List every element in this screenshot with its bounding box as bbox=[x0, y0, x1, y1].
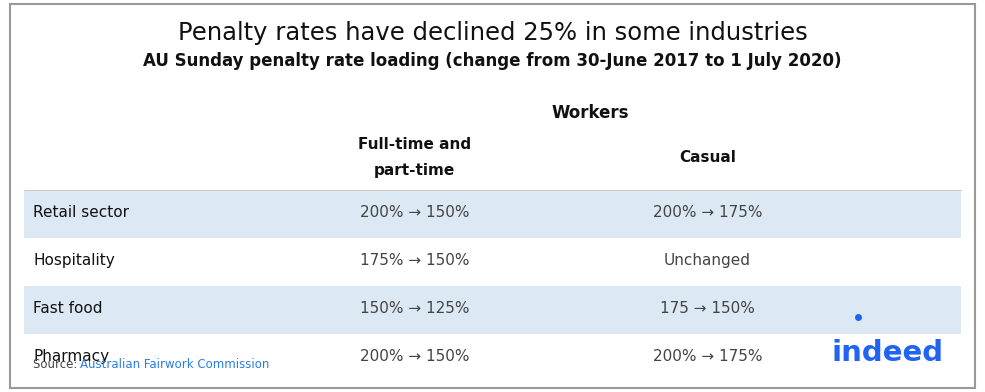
Text: Retail sector: Retail sector bbox=[33, 205, 129, 220]
Text: Pharmacy: Pharmacy bbox=[33, 348, 109, 364]
Text: 175 → 150%: 175 → 150% bbox=[660, 301, 755, 316]
Text: Penalty rates have declined 25% in some industries: Penalty rates have declined 25% in some … bbox=[177, 22, 808, 45]
Bar bbox=[24, 286, 961, 334]
Text: Full-time and: Full-time and bbox=[358, 136, 471, 152]
Text: 200% → 150%: 200% → 150% bbox=[360, 205, 469, 220]
Bar bbox=[24, 190, 961, 238]
Text: Workers: Workers bbox=[552, 104, 628, 122]
Text: 200% → 175%: 200% → 175% bbox=[653, 205, 762, 220]
Text: indeed: indeed bbox=[832, 339, 944, 367]
Text: 150% → 125%: 150% → 125% bbox=[360, 301, 469, 316]
Text: Fast food: Fast food bbox=[33, 301, 103, 316]
Text: AU Sunday penalty rate loading (change from 30-June 2017 to 1 July 2020): AU Sunday penalty rate loading (change f… bbox=[143, 52, 842, 70]
Text: 200% → 175%: 200% → 175% bbox=[653, 348, 762, 364]
Text: Hospitality: Hospitality bbox=[33, 253, 115, 268]
Text: 200% → 150%: 200% → 150% bbox=[360, 348, 469, 364]
Text: part-time: part-time bbox=[373, 163, 455, 178]
Text: Source:: Source: bbox=[33, 358, 82, 370]
Text: Unchanged: Unchanged bbox=[664, 253, 751, 268]
Text: Australian Fairwork Commission: Australian Fairwork Commission bbox=[81, 358, 270, 370]
Text: 175% → 150%: 175% → 150% bbox=[360, 253, 469, 268]
Text: Casual: Casual bbox=[679, 150, 736, 165]
